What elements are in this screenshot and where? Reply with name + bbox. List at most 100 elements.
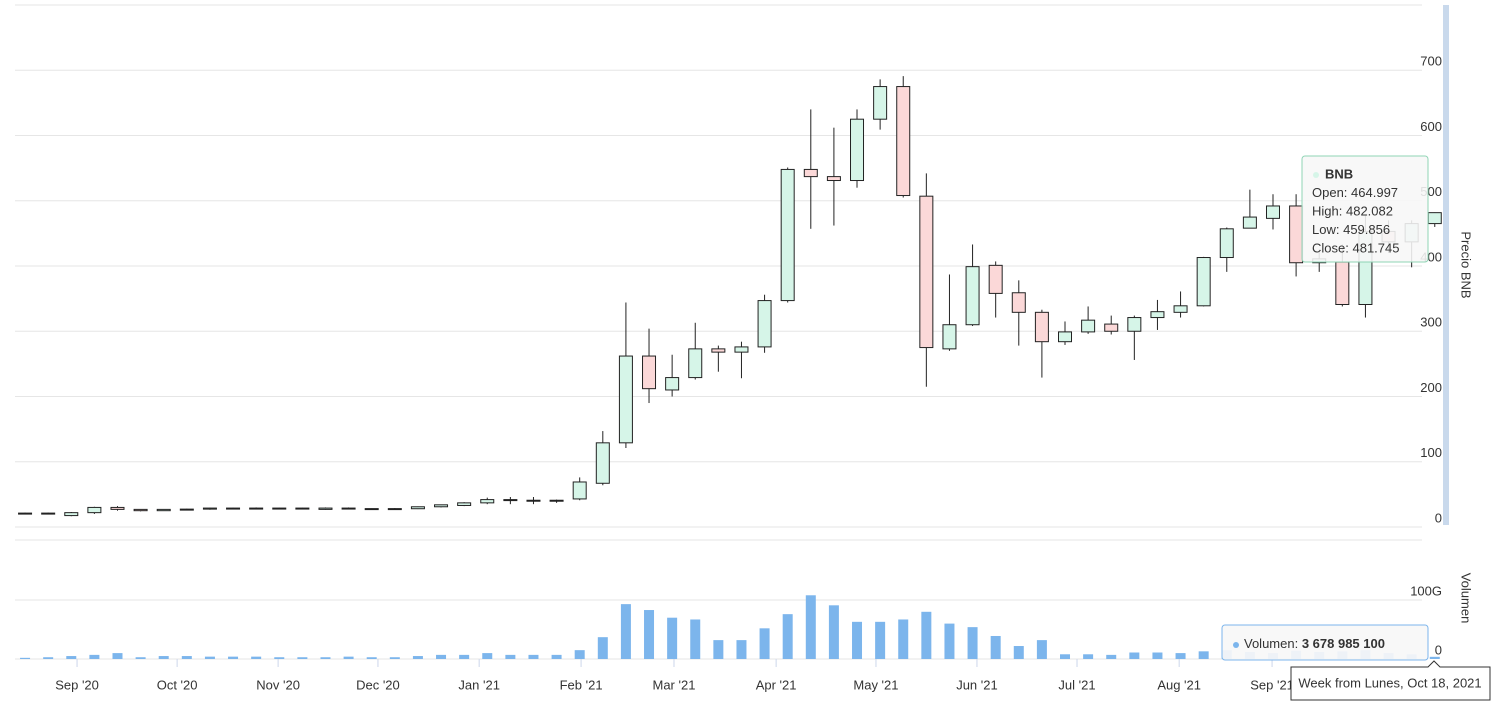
candle-body <box>18 512 33 515</box>
candle-body <box>780 168 795 302</box>
tooltip-label: Close: <box>1312 241 1349 256</box>
tooltip-row: Low: 459.856 <box>1312 222 1390 237</box>
tooltip-label: Low: <box>1312 222 1339 237</box>
candle-body <box>226 507 241 510</box>
volume-bar <box>644 610 655 659</box>
candle-body <box>1265 205 1280 219</box>
volume-bar <box>135 657 146 659</box>
x-tick-label: Nov '20 <box>256 677 300 692</box>
volume-bar <box>667 617 678 659</box>
tooltip-row: Volumen: 3 678 985 100 <box>1244 636 1385 651</box>
volume-bar <box>1083 654 1094 659</box>
candle-body <box>1081 319 1096 333</box>
volume-bar <box>436 654 447 659</box>
volume-bar <box>66 656 77 659</box>
volume-bar <box>505 654 516 659</box>
candle-body <box>110 506 125 510</box>
candle-body <box>988 264 1003 294</box>
y-tick-label: 0 <box>1435 510 1442 525</box>
candle-body <box>549 499 564 502</box>
volume-bar <box>713 640 724 659</box>
candle-body <box>665 377 680 391</box>
tooltip-label: Volumen: <box>1244 636 1298 651</box>
y-tick-label: 700 <box>1420 54 1442 69</box>
candle-body <box>757 300 772 348</box>
tooltip-dot <box>1313 172 1319 178</box>
candle-body <box>341 507 356 510</box>
x-tick-label: May '21 <box>853 677 898 692</box>
candle-body <box>133 508 148 512</box>
candle-body <box>618 355 633 444</box>
candle-body <box>1127 317 1142 332</box>
candle-body <box>803 168 818 178</box>
volume-bar <box>921 611 932 659</box>
volume-bar <box>875 621 886 659</box>
candle-body <box>896 86 911 197</box>
candle-body <box>1289 205 1304 264</box>
candle-body <box>434 504 449 508</box>
volume-bar <box>20 657 31 659</box>
y-tick-label: 600 <box>1420 119 1442 134</box>
volume-bar <box>158 656 169 659</box>
volume-bar <box>89 654 100 659</box>
volume-bar <box>828 605 839 659</box>
tooltip-value: 3 678 985 100 <box>1302 636 1385 651</box>
volume-bar <box>944 623 955 659</box>
y-axis-title: Volumen <box>1459 573 1474 624</box>
scrollbar <box>1443 5 1449 525</box>
volume-bar <box>112 653 123 659</box>
volume-bar <box>1106 654 1117 659</box>
x-tick-label: Jan '21 <box>458 677 500 692</box>
volume-bar <box>181 656 192 659</box>
candle-body <box>1034 311 1049 343</box>
volume-bar <box>690 619 701 659</box>
tooltip-title: BNB <box>1325 166 1353 181</box>
x-tick-label: Aug '21 <box>1157 677 1201 692</box>
volume-bar <box>1175 653 1186 659</box>
tooltip-row: Close: 481.745 <box>1312 241 1399 256</box>
volume-bar <box>898 619 909 659</box>
volume-bar <box>1429 656 1440 659</box>
x-tick-label: Sep '20 <box>55 677 99 692</box>
volume-bar <box>482 653 493 659</box>
x-tick-label: Jun '21 <box>956 677 998 692</box>
volume-bar <box>274 657 285 659</box>
candle-body <box>318 507 333 510</box>
x-tick-label: Apr '21 <box>756 677 797 692</box>
volume-bar <box>1152 652 1163 659</box>
x-tick-label: Mar '21 <box>653 677 696 692</box>
candle-body <box>503 499 518 502</box>
tooltip-label: High: <box>1312 204 1342 219</box>
volume-bar <box>551 654 562 659</box>
candle-body <box>572 481 587 500</box>
candle-body <box>1150 311 1165 319</box>
candle-body <box>410 506 425 510</box>
volume-bar <box>343 656 354 659</box>
candle-body <box>364 508 379 511</box>
volume-bar <box>251 656 262 659</box>
volume-bar <box>1013 646 1024 659</box>
tooltip-x: Week from Lunes, Oct 18, 2021 <box>1298 675 1481 690</box>
candle-body <box>457 502 472 506</box>
x-tick-label: Oct '20 <box>157 677 198 692</box>
y-tick-label: 200 <box>1420 380 1442 395</box>
volume-bar <box>1198 651 1209 659</box>
volume-bar <box>412 656 423 659</box>
candle-body <box>965 266 980 326</box>
candle-body <box>87 506 102 514</box>
volume-bar <box>297 657 308 659</box>
price-tooltip: BNB Open: 464.997 High: 482.082 Low: 459.85… <box>1301 155 1429 263</box>
volume-bar <box>43 657 54 659</box>
candle-body <box>1104 323 1119 332</box>
volume-bar <box>366 657 377 659</box>
tooltip-value: 482.082 <box>1346 204 1393 219</box>
candle-body <box>179 508 194 511</box>
x-tooltip: Week from Lunes, Oct 18, 2021 <box>1290 660 1491 701</box>
volume-bar <box>1036 640 1047 659</box>
volume-bar <box>459 654 470 659</box>
volume-bar <box>389 657 400 659</box>
candle-body <box>249 507 264 510</box>
candle-body <box>480 499 495 504</box>
